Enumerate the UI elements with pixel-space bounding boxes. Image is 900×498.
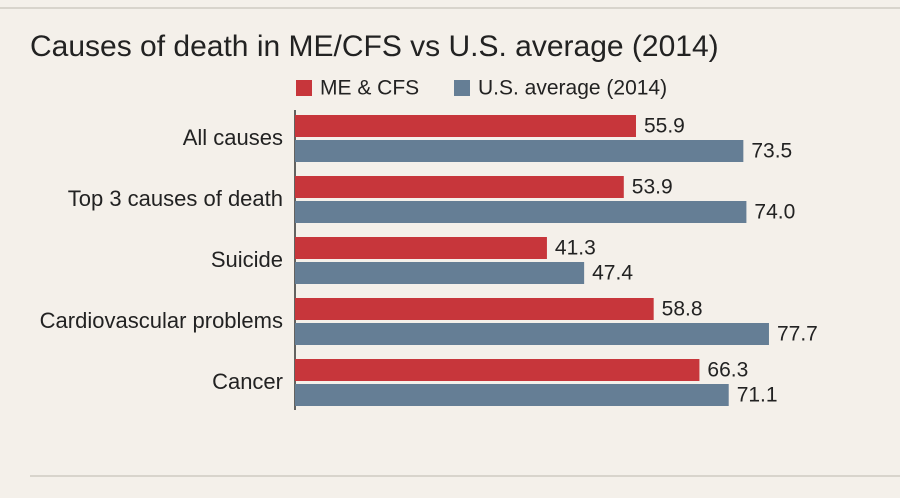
value-label: 58.8 bbox=[662, 298, 703, 321]
bar bbox=[295, 237, 547, 259]
bar bbox=[295, 262, 585, 284]
value-label: 55.9 bbox=[644, 115, 685, 138]
legend-label: U.S. average (2014) bbox=[478, 77, 667, 100]
bar bbox=[295, 298, 654, 320]
legend-swatch bbox=[296, 80, 312, 96]
legend-label: ME & CFS bbox=[320, 77, 419, 100]
value-label: 71.1 bbox=[737, 384, 778, 407]
bar bbox=[295, 201, 747, 223]
bar bbox=[295, 140, 744, 162]
bar bbox=[295, 323, 769, 345]
bar bbox=[295, 384, 729, 406]
legend-swatch bbox=[454, 80, 470, 96]
category-label: Top 3 causes of death bbox=[68, 186, 283, 211]
category-label: Cardiovascular problems bbox=[40, 308, 283, 333]
category-label: Suicide bbox=[211, 247, 283, 272]
value-label: 66.3 bbox=[707, 359, 748, 382]
bar bbox=[295, 176, 624, 198]
value-label: 47.4 bbox=[592, 262, 633, 285]
value-label: 74.0 bbox=[754, 201, 795, 224]
bar bbox=[295, 115, 636, 137]
bar bbox=[295, 359, 700, 381]
category-label: All causes bbox=[183, 125, 283, 150]
chart-title: Causes of death in ME/CFS vs U.S. averag… bbox=[30, 30, 719, 63]
category-label: Cancer bbox=[212, 369, 283, 394]
value-label: 73.5 bbox=[751, 140, 792, 163]
value-label: 41.3 bbox=[555, 237, 596, 260]
value-label: 77.7 bbox=[777, 323, 818, 346]
value-label: 53.9 bbox=[632, 176, 673, 199]
